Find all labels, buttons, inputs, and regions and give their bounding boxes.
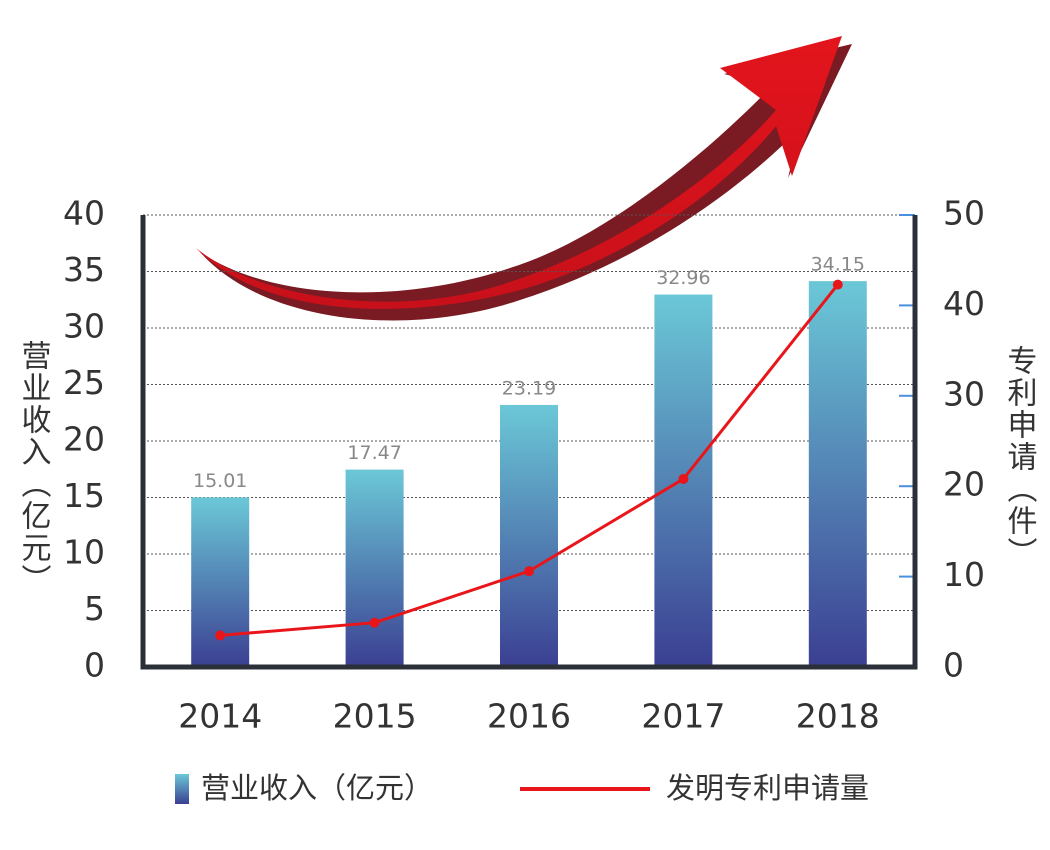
y-tick-label: 0 — [84, 646, 105, 685]
line-point — [678, 473, 689, 484]
bar — [500, 404, 558, 667]
legend-swatch — [175, 774, 189, 804]
y2-tick-label: 50 — [943, 194, 985, 233]
y-tick-label: 35 — [63, 250, 105, 289]
bar — [345, 469, 404, 667]
y-tick-label: 10 — [63, 533, 105, 572]
line-point — [369, 617, 380, 628]
x-tick-label: 2014 — [178, 697, 262, 736]
bar-value-label: 15.01 — [193, 470, 247, 492]
y-axis-label: 营业收入（亿元） — [16, 340, 52, 596]
x-tick-label: 2016 — [487, 697, 571, 736]
y-tick-label: 15 — [63, 476, 105, 515]
x-tick-label: 2018 — [796, 697, 880, 736]
x-tick-label: 2015 — [333, 697, 417, 736]
line-point — [832, 279, 843, 290]
bar-value-label: 17.47 — [347, 442, 401, 464]
bar-value-label: 34.15 — [811, 254, 865, 276]
y-tick-label: 40 — [63, 194, 105, 233]
x-tick-label: 2017 — [641, 697, 725, 736]
y-tick-label: 30 — [63, 307, 105, 346]
y-tick-label: 5 — [84, 589, 105, 628]
decor-arrow — [196, 36, 852, 321]
y2-axis-label: 专利申请（件） — [1002, 345, 1038, 569]
y-tick-label: 25 — [63, 363, 105, 402]
bar-value-label: 32.96 — [656, 267, 710, 289]
legend-label: 发明专利申请量 — [666, 771, 869, 805]
axis-frame — [140, 215, 918, 670]
bar-value-label: 23.19 — [502, 377, 556, 399]
y2-tick-label: 0 — [943, 646, 964, 685]
y2-tick-label: 20 — [943, 465, 985, 504]
y2-tick-label: 10 — [943, 555, 985, 594]
line-point — [524, 566, 534, 577]
line-point — [215, 630, 226, 641]
y2-tick-label: 30 — [943, 374, 985, 413]
y-tick-label: 20 — [63, 420, 105, 459]
bar — [808, 281, 867, 667]
y2-tick-label: 40 — [943, 284, 985, 323]
bar — [191, 497, 250, 667]
legend-label: 营业收入（亿元） — [201, 771, 433, 805]
